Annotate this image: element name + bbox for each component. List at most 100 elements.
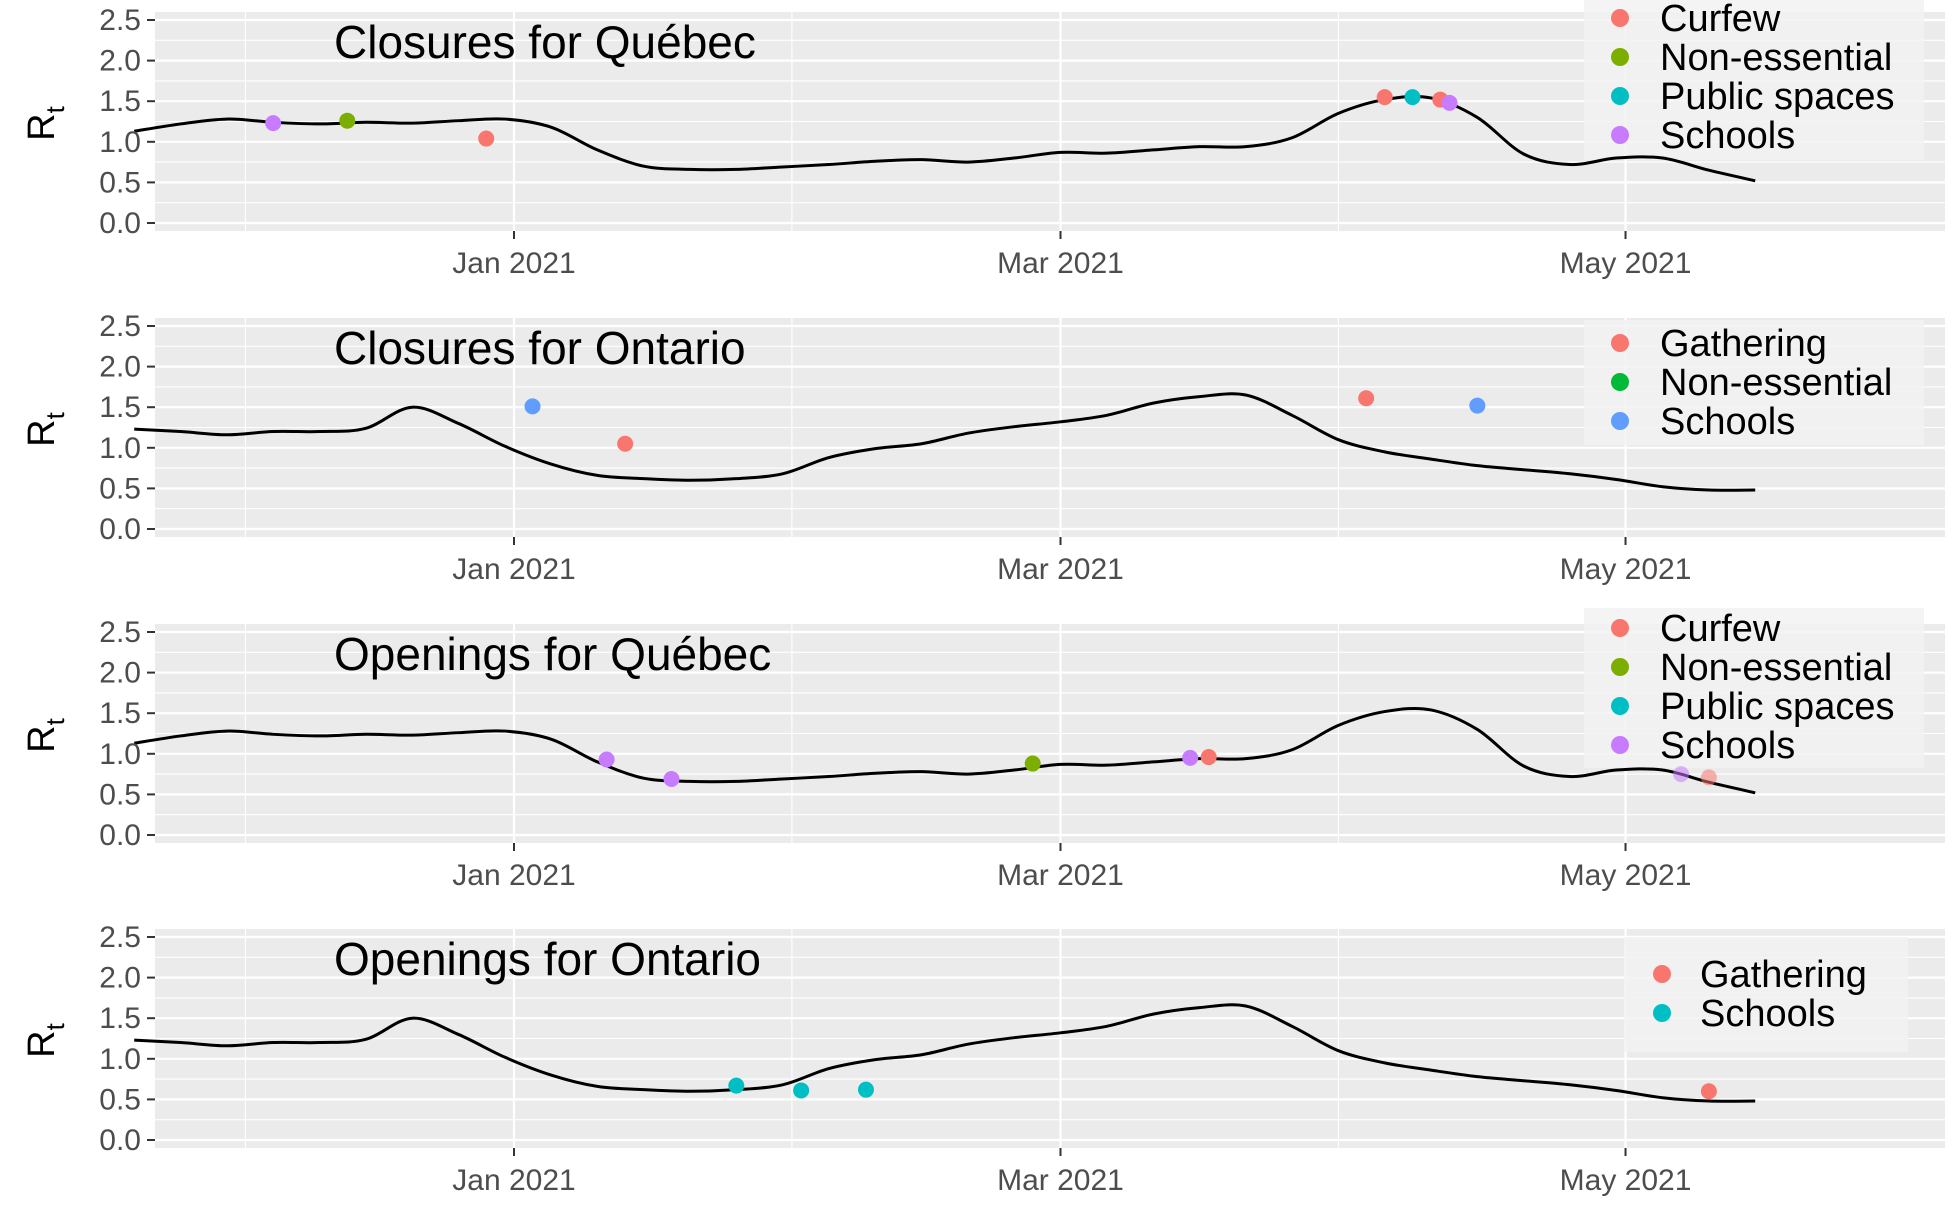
legend-marker xyxy=(1653,1004,1671,1022)
event-point xyxy=(1469,397,1486,414)
x-tick-label: May 2021 xyxy=(1560,1164,1692,1197)
y-tick-label: 0.0 xyxy=(99,513,141,546)
event-point xyxy=(478,130,495,147)
legend-box xyxy=(1584,320,1924,445)
x-tick-label: Jan 2021 xyxy=(452,1164,575,1197)
y-tick-label: 0.5 xyxy=(99,1083,141,1116)
event-point xyxy=(1376,89,1393,106)
x-tick-label: Mar 2021 xyxy=(997,247,1124,280)
legend-label: Gathering xyxy=(1660,323,1827,365)
event-point xyxy=(1404,89,1421,106)
y-tick-label: 1.0 xyxy=(99,432,141,465)
rt-series-line xyxy=(133,94,1756,183)
x-tick-label: Jan 2021 xyxy=(452,553,575,586)
event-point xyxy=(265,115,282,132)
event-point xyxy=(524,398,541,415)
y-tick-label: 1.5 xyxy=(99,391,141,424)
legend-label: Curfew xyxy=(1660,0,1781,40)
event-point xyxy=(1700,1083,1717,1100)
legend-label: Schools xyxy=(1660,725,1795,767)
y-axis-label: Rt xyxy=(21,411,70,446)
rt-series-line xyxy=(133,706,1756,795)
y-tick-label: 1.5 xyxy=(99,697,141,730)
y-axis-label: Rt xyxy=(21,105,70,140)
panel-1: 0.0 0.5 1.0 1.5 2.0 2.5 Jan 2021 Mar 2021 May 20… xyxy=(21,0,1945,280)
y-tick-label: 1.0 xyxy=(99,738,141,771)
y-tick-label: 1.5 xyxy=(99,1002,141,1035)
event-point xyxy=(617,435,634,452)
y-tick-label: 0.0 xyxy=(99,207,141,240)
legend-box xyxy=(1624,937,1908,1052)
legend-label: Non-essential xyxy=(1660,647,1892,689)
panel-title: Openings for Québec xyxy=(334,628,771,680)
rt-series-line xyxy=(134,1003,1756,1103)
legend-marker xyxy=(1611,48,1629,66)
x-tick-label: Jan 2021 xyxy=(452,859,575,892)
panel-3: 0.0 0.5 1.0 1.5 2.0 2.5 Jan 2021 Mar 2021 May 20… xyxy=(21,608,1945,892)
y-tick-label: 0.5 xyxy=(99,166,141,199)
event-point xyxy=(339,112,356,129)
legend-box xyxy=(1584,0,1924,160)
x-tick-label: May 2021 xyxy=(1560,247,1692,280)
event-point xyxy=(1024,755,1041,772)
y-tick-label: 2.5 xyxy=(99,4,141,37)
legend-label: Public spaces xyxy=(1660,686,1894,728)
x-tick-label: Mar 2021 xyxy=(997,859,1124,892)
panel-title: Openings for Ontario xyxy=(334,933,761,985)
legend-label: Curfew xyxy=(1660,608,1781,650)
legend-marker xyxy=(1611,736,1629,754)
x-tick-label: May 2021 xyxy=(1560,859,1692,892)
legend-box xyxy=(1584,608,1924,768)
event-point xyxy=(728,1077,745,1094)
y-axis-label: Rt xyxy=(21,717,70,752)
legend-label: Schools xyxy=(1660,115,1795,157)
x-tick-label: May 2021 xyxy=(1560,553,1692,586)
y-tick-label: 1.0 xyxy=(99,1043,141,1076)
legend-label: Non-essential xyxy=(1660,362,1892,404)
y-tick-label: 0.0 xyxy=(99,1124,141,1157)
legend-marker xyxy=(1611,126,1629,144)
event-point xyxy=(857,1081,874,1098)
legend-label: Public spaces xyxy=(1660,76,1894,118)
y-tick-label: 2.0 xyxy=(99,657,141,690)
y-tick-label: 0.5 xyxy=(99,778,141,811)
legend-marker xyxy=(1611,658,1629,676)
x-tick-label: Mar 2021 xyxy=(997,1164,1124,1197)
legend-marker xyxy=(1611,619,1629,637)
panel-title: Closures for Ontario xyxy=(334,322,746,374)
event-point xyxy=(1358,390,1375,407)
event-point xyxy=(793,1082,810,1099)
legend-marker xyxy=(1611,9,1629,27)
panel-2: 0.0 0.5 1.0 1.5 2.0 2.5 Jan 2021 Mar 2021 May 20… xyxy=(21,310,1945,586)
legend-marker xyxy=(1653,965,1671,983)
legend-label: Non-essential xyxy=(1660,37,1892,79)
y-tick-label: 0.5 xyxy=(99,472,141,505)
legend-label: Schools xyxy=(1660,401,1795,443)
x-tick-label: Jan 2021 xyxy=(452,247,575,280)
x-tick-label: Mar 2021 xyxy=(997,553,1124,586)
y-tick-label: 0.0 xyxy=(99,819,141,852)
event-point xyxy=(598,751,615,768)
legend-marker xyxy=(1611,334,1629,352)
legend-marker xyxy=(1611,87,1629,105)
y-tick-label: 1.5 xyxy=(99,85,141,118)
event-point xyxy=(1700,769,1717,786)
panel-title: Closures for Québec xyxy=(334,16,756,68)
y-tick-label: 2.5 xyxy=(99,616,141,649)
event-point xyxy=(1182,749,1199,766)
y-axis-label: Rt xyxy=(21,1022,70,1057)
y-tick-label: 2.0 xyxy=(99,45,141,78)
rt-series-line xyxy=(134,392,1756,492)
event-point xyxy=(663,770,680,787)
y-tick-label: 2.5 xyxy=(99,310,141,343)
legend-label: Schools xyxy=(1700,993,1835,1035)
panel-4: 0.0 0.5 1.0 1.5 2.0 2.5 Jan 2021 Mar 2021 May 20… xyxy=(21,921,1945,1197)
y-tick-label: 2.5 xyxy=(99,921,141,954)
event-point xyxy=(1673,766,1690,783)
legend-marker xyxy=(1611,697,1629,715)
legend-marker xyxy=(1611,373,1629,391)
legend-label: Gathering xyxy=(1700,954,1867,996)
event-point xyxy=(1200,749,1217,766)
y-tick-label: 2.0 xyxy=(99,962,141,995)
